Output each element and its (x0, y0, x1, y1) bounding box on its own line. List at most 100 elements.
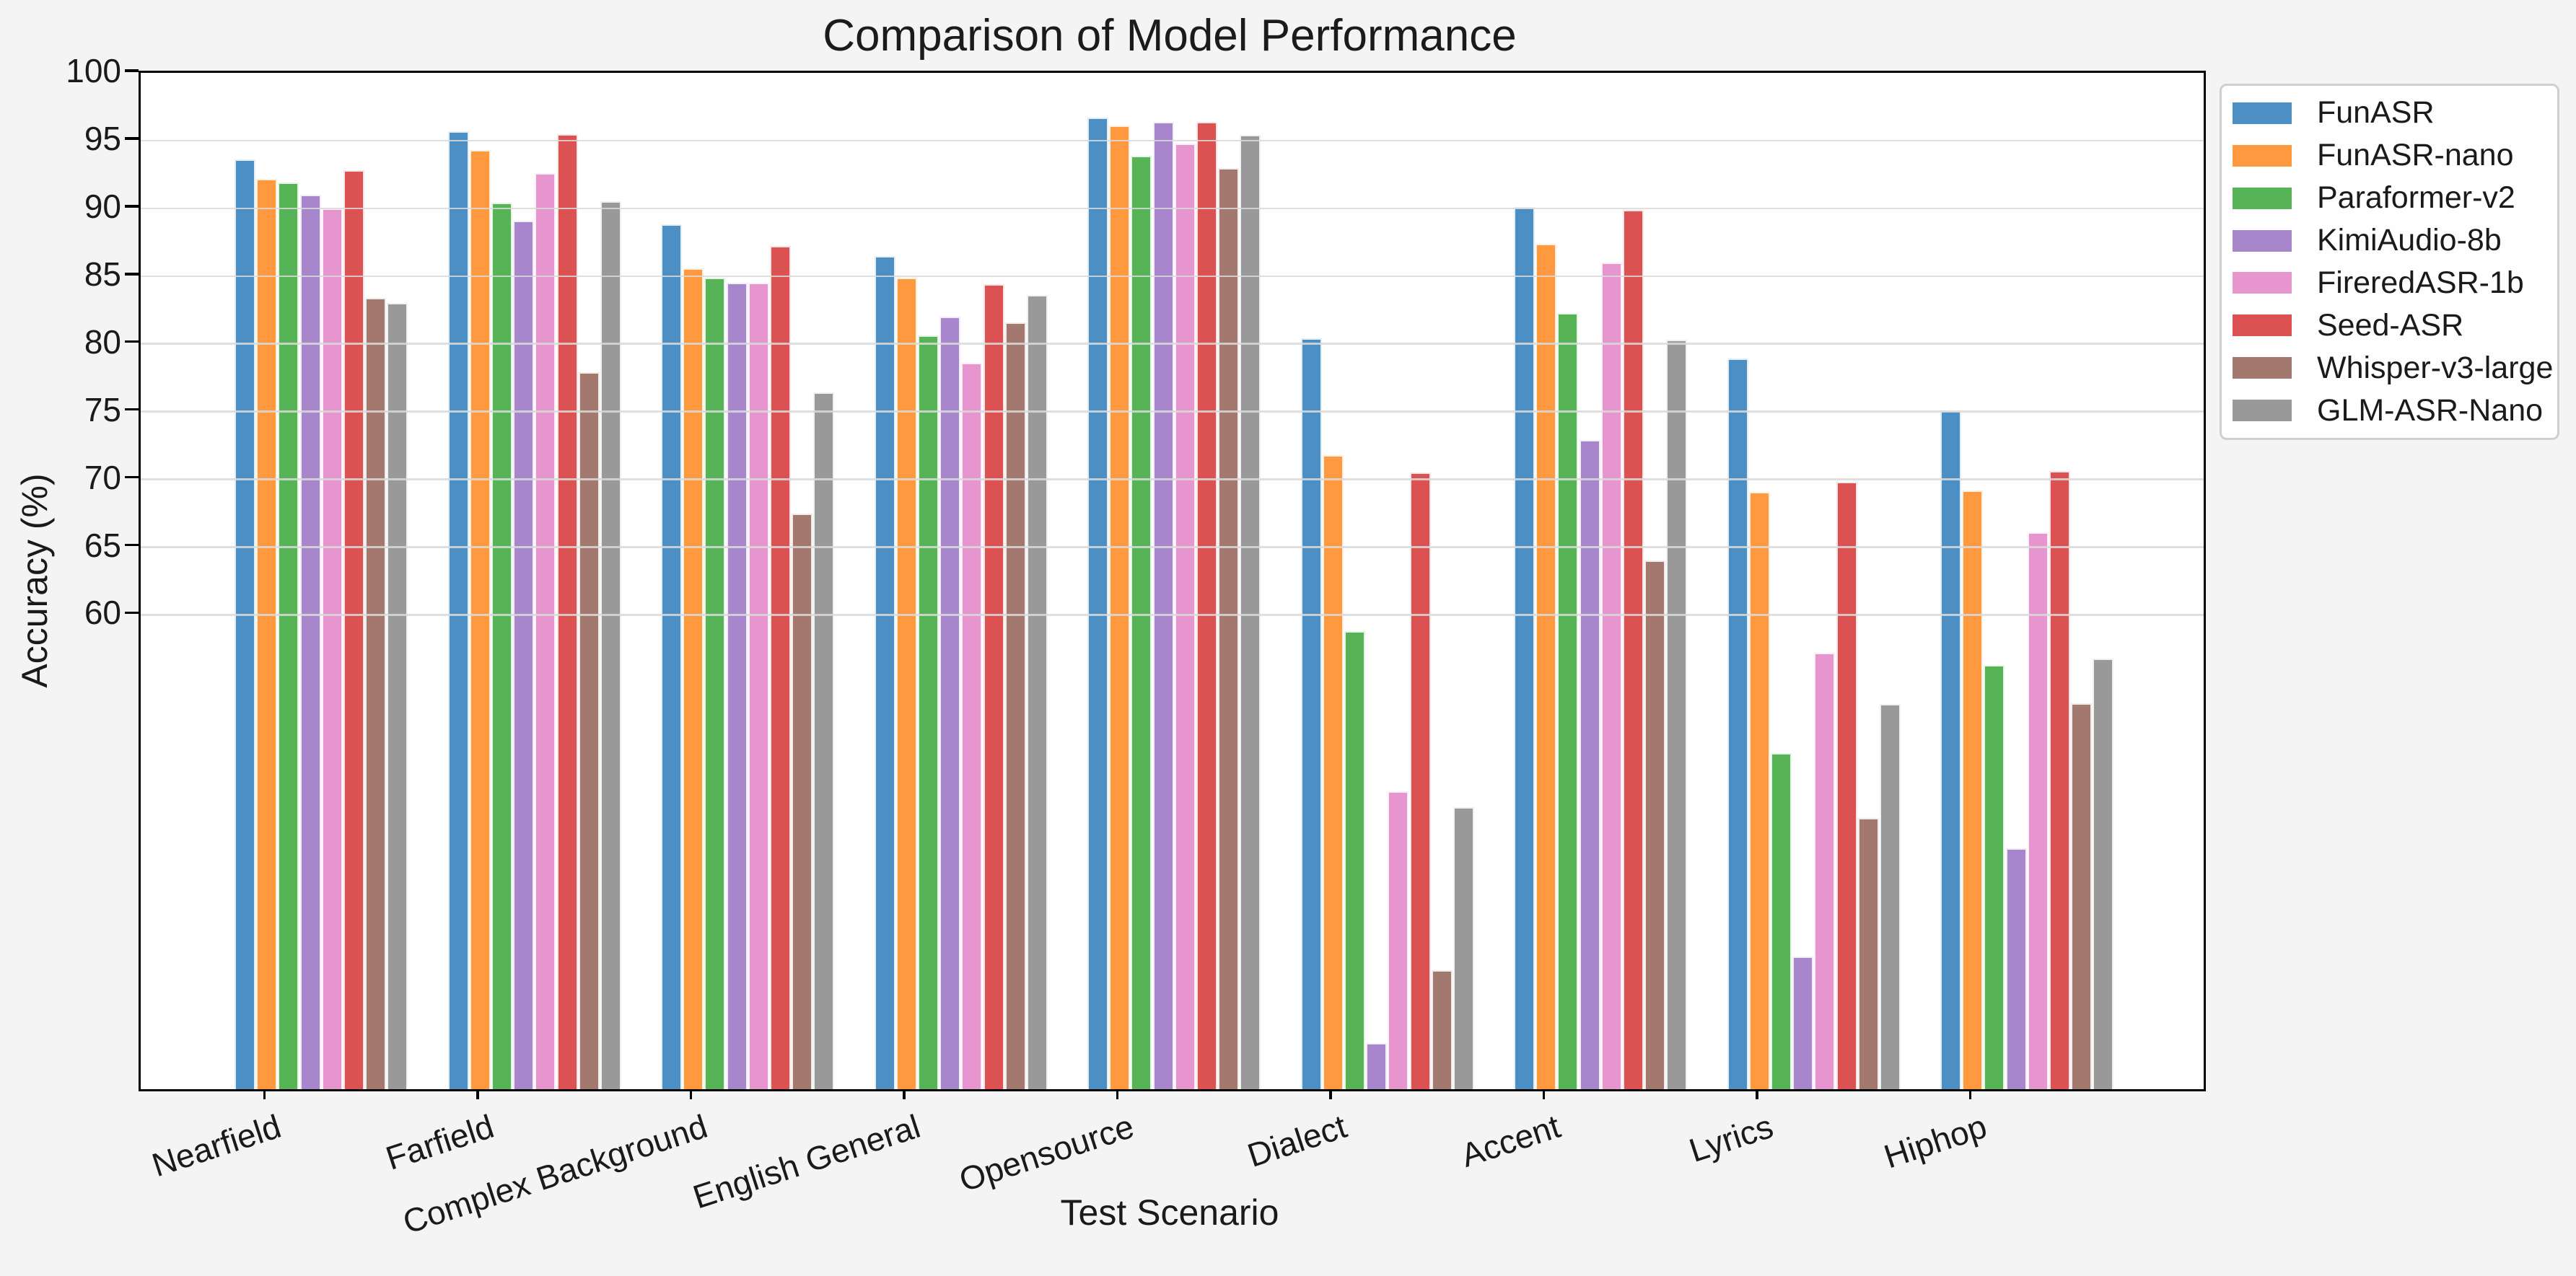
bar (2005, 848, 2027, 1089)
legend-item-label: FireredASR-1b (2317, 265, 2524, 300)
x-tick-mark (1756, 1087, 1758, 1099)
bar (1600, 263, 1622, 1089)
bar (299, 195, 321, 1089)
legend-swatch (2233, 400, 2292, 421)
y-tick-label: 95 (84, 119, 121, 157)
legend-item-label: GLM-ASR-Nano (2317, 392, 2544, 428)
bar (748, 283, 769, 1089)
gridline (141, 275, 2204, 278)
bar (983, 284, 1004, 1089)
legend-item: FireredASR-1b (2222, 263, 2557, 302)
legend-swatch (2233, 314, 2292, 337)
bar (1322, 454, 1344, 1089)
legend-item: GLM-ASR-Nano (2222, 391, 2557, 430)
bar (661, 224, 682, 1089)
bar (1453, 807, 1474, 1089)
gridline (141, 614, 2204, 616)
bar (278, 182, 299, 1089)
bar (939, 317, 961, 1089)
plot-area (139, 71, 2206, 1091)
y-tick-label: 65 (84, 526, 121, 564)
y-tick-mark (125, 137, 139, 140)
bar (1814, 653, 1836, 1089)
bar (1004, 322, 1026, 1089)
bar (1748, 491, 1770, 1089)
bar (1087, 117, 1108, 1089)
bar (1962, 490, 1984, 1089)
bar (491, 203, 512, 1089)
bar (535, 173, 556, 1089)
gridline (141, 410, 2204, 413)
chart-title: Comparison of Model Performance (823, 11, 1517, 61)
y-tick-label: 85 (84, 255, 121, 293)
bar (1388, 791, 1409, 1089)
bar (1836, 482, 1857, 1089)
bar (1984, 664, 2005, 1089)
bar (2071, 703, 2093, 1089)
bar (2049, 471, 2070, 1089)
bar (1218, 167, 1240, 1089)
bar (1152, 121, 1174, 1089)
bar (343, 170, 364, 1089)
bar (895, 277, 917, 1089)
legend-item: Paraformer-v2 (2222, 179, 2557, 218)
bar (1666, 340, 1688, 1089)
bar (578, 372, 600, 1089)
legend-item-label: KimiAudio-8b (2317, 223, 2502, 258)
x-tick-mark (1329, 1087, 1332, 1099)
legend-swatch (2233, 102, 2292, 124)
legend: FunASR FunASR-nano Paraformer-v2 KimiAudio-… (2220, 84, 2559, 440)
y-tick-mark (125, 205, 139, 208)
x-tick-mark (689, 1087, 693, 1099)
legend-swatch (2233, 229, 2292, 252)
x-axis-label: Test Scenario (1060, 1192, 1279, 1233)
bar (235, 159, 255, 1089)
bar (704, 277, 726, 1089)
x-tick-mark (263, 1087, 266, 1099)
legend-item-label: Whisper-v3-large (2317, 350, 2554, 385)
y-tick-mark (125, 475, 139, 479)
y-tick-mark (125, 543, 139, 547)
bar (1770, 753, 1792, 1089)
y-tick-mark (125, 69, 139, 72)
y-tick-label: 100 (66, 52, 121, 89)
gridline (141, 207, 2204, 210)
gridline (141, 343, 2204, 345)
bar (1940, 410, 1961, 1089)
bar (1727, 358, 1748, 1089)
legend-item: Seed-ASR (2222, 306, 2557, 345)
bar (770, 246, 791, 1089)
y-tick-mark (125, 408, 139, 411)
bar (1879, 704, 1901, 1089)
bar (1131, 155, 1152, 1089)
bar (1366, 1043, 1388, 1089)
gridline (141, 478, 2204, 480)
legend-item: Whisper-v3-large (2222, 348, 2557, 387)
y-tick-mark (125, 611, 139, 615)
y-tick-label: 80 (84, 322, 121, 361)
bar (813, 392, 835, 1089)
bar (556, 133, 578, 1089)
x-tick-mark (1542, 1087, 1546, 1099)
bar (1300, 338, 1322, 1089)
bar (1240, 135, 1261, 1089)
bar (1026, 295, 1048, 1089)
bar (1644, 560, 1666, 1089)
bar (1109, 126, 1131, 1089)
bar (1623, 209, 1644, 1089)
legend-swatch (2233, 144, 2292, 167)
bar (1431, 969, 1453, 1089)
legend-swatch (2233, 357, 2292, 379)
bar (683, 268, 704, 1089)
legend-item-label: Seed-ASR (2317, 307, 2464, 343)
bar (961, 363, 983, 1089)
bar (365, 297, 387, 1089)
y-tick-label: 90 (84, 187, 121, 225)
y-tick-label: 70 (84, 458, 121, 496)
bar (447, 131, 469, 1089)
legend-item: KimiAudio-8b (2222, 221, 2557, 260)
gridline (141, 546, 2204, 548)
y-tick-mark (125, 340, 139, 343)
bar (256, 178, 278, 1089)
